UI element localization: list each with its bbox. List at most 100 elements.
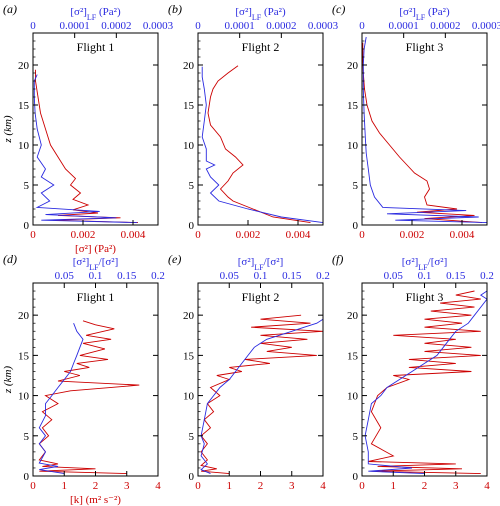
plot-frame xyxy=(197,32,324,226)
panel-label: (f) xyxy=(332,252,343,266)
y-tick-label: 10 xyxy=(347,140,359,152)
x-tick-label-top: 0.1 xyxy=(89,270,103,282)
y-tick-label: 5 xyxy=(24,431,30,443)
x-axis-title-top: [σ²]LF/[σ²] xyxy=(73,256,119,272)
x-tick-label-bottom: 0 xyxy=(195,480,201,492)
y-tick-label: 20 xyxy=(183,60,195,72)
y-tick-label: 20 xyxy=(183,310,195,322)
y-tick-label: 20 xyxy=(347,310,359,322)
x-axis-title-bottom: [σ²] (Pa²) xyxy=(75,243,116,255)
series-line-blue xyxy=(200,318,323,475)
x-axis-title-top: [σ²]LF/[σ²] xyxy=(238,256,284,272)
y-tick-label: 10 xyxy=(347,391,359,403)
x-tick-label-top: 0.15 xyxy=(282,270,302,282)
x-tick-label-top: 0.15 xyxy=(117,270,137,282)
series-line-blue xyxy=(33,74,138,224)
series-line-blue xyxy=(38,323,84,475)
x-axis-title-top: [σ²]LF (Pa²) xyxy=(235,6,286,22)
panel-title: Flight 2 xyxy=(242,290,280,304)
x-tick-label-top: 0.0001 xyxy=(225,20,255,32)
x-tick-label-top: 0 xyxy=(195,20,201,32)
x-axis-title-top: [σ²]LF/[σ²] xyxy=(402,256,448,272)
y-tick-label: 15 xyxy=(183,100,195,112)
y-tick-label: 10 xyxy=(18,391,30,403)
y-tick-label: 0 xyxy=(353,471,359,483)
x-tick-label-top: 0.0002 xyxy=(266,20,296,32)
x-tick-label-top: 0.15 xyxy=(446,270,466,282)
series-line-red xyxy=(35,69,139,224)
chart-panel-a: 0 5 10 15 20 0 0.002 0.004 0 0.0001 0.0002 0.0003 [σ… xyxy=(2,2,174,255)
panel-label: (a) xyxy=(3,2,17,16)
series-line-blue xyxy=(362,36,487,224)
x-tick-label-top: 0.0002 xyxy=(430,20,460,32)
x-tick-label-top: 0.05 xyxy=(55,270,75,282)
series-line-blue xyxy=(364,290,487,475)
x-tick-label-bottom: 0 xyxy=(195,229,201,241)
x-tick-label-bottom: 3 xyxy=(289,480,295,492)
series-line-red xyxy=(368,290,481,475)
x-tick-label-bottom: 3 xyxy=(453,480,459,492)
x-tick-label-top: 0.2 xyxy=(480,270,494,282)
series-line-red xyxy=(207,65,311,224)
x-tick-label-bottom: 1 xyxy=(62,480,68,492)
plot-frame xyxy=(32,282,159,477)
y-tick-label: 15 xyxy=(18,350,30,362)
x-tick-label-bottom: 4 xyxy=(484,480,490,492)
x-tick-label-top: 0.05 xyxy=(384,270,404,282)
y-tick-label: 10 xyxy=(183,391,195,403)
y-tick-label: 15 xyxy=(183,350,195,362)
y-axis-title: z (km) xyxy=(2,115,14,144)
y-tick-label: 20 xyxy=(347,60,359,72)
panel-title: Flight 1 xyxy=(77,40,115,54)
x-tick-label-bottom: 0 xyxy=(30,229,36,241)
chart-panel-d: 0 5 10 15 20 0 1 2 3 4 0.05 0.1 0.15 0.2 [σ²]LF/[σ²] [k… xyxy=(2,252,165,506)
x-tick-label-bottom: 0.002 xyxy=(400,229,425,241)
x-tick-label-top: 0.0001 xyxy=(60,20,90,32)
x-tick-label-bottom: 3 xyxy=(124,480,130,492)
x-tick-label-bottom: 4 xyxy=(320,480,326,492)
chart-panel-c: 0 5 10 15 20 0 0.002 0.004 0 0.0001 0.0002 0.0003 [σ… xyxy=(332,2,500,241)
y-tick-label: 20 xyxy=(18,310,30,322)
x-tick-label-bottom: 0.002 xyxy=(236,229,261,241)
x-axis-title-top: [σ²]LF (Pa²) xyxy=(70,6,121,22)
y-tick-label: 15 xyxy=(347,350,359,362)
x-axis-title-bottom: [k] (m² s⁻²) xyxy=(70,494,121,506)
plot-frame xyxy=(361,282,488,477)
x-tick-label-bottom: 0 xyxy=(359,229,365,241)
series-line-blue xyxy=(201,66,323,224)
x-tick-label-bottom: 0.002 xyxy=(71,229,96,241)
x-tick-label-bottom: 2 xyxy=(422,480,428,492)
x-tick-label-top: 0.1 xyxy=(418,270,432,282)
x-tick-label-bottom: 2 xyxy=(258,480,264,492)
y-tick-label: 10 xyxy=(183,140,195,152)
panel-title: Flight 1 xyxy=(77,290,115,304)
x-tick-label-bottom: 1 xyxy=(391,480,397,492)
panel-title: Flight 3 xyxy=(406,290,444,304)
chart-panel-b: 0 5 10 15 20 0 0.002 0.004 0 0.0001 0.0002 0.0003 [σ… xyxy=(168,2,339,241)
x-tick-label-bottom: 0.004 xyxy=(450,229,475,241)
y-tick-label: 5 xyxy=(189,431,195,443)
y-tick-label: 5 xyxy=(353,431,359,443)
x-tick-label-top: 0.0003 xyxy=(308,20,339,32)
x-tick-label-top: 0.1 xyxy=(254,270,268,282)
series-line-red xyxy=(200,314,323,475)
x-tick-label-bottom: 1 xyxy=(227,480,233,492)
panel-label: (b) xyxy=(168,2,182,16)
panel-label: (d) xyxy=(3,252,17,266)
plot-frame xyxy=(32,32,159,226)
x-tick-label-bottom: 2 xyxy=(93,480,99,492)
series-line-red xyxy=(38,320,140,475)
x-tick-label-top: 0 xyxy=(359,20,365,32)
y-tick-label: 0 xyxy=(24,471,30,483)
y-tick-label: 5 xyxy=(24,180,30,192)
x-tick-label-top: 0.0002 xyxy=(101,20,131,32)
y-tick-label: 5 xyxy=(353,180,359,192)
x-tick-label-top: 0.05 xyxy=(220,270,240,282)
y-tick-label: 15 xyxy=(347,100,359,112)
x-tick-label-top: 0 xyxy=(30,20,36,32)
x-tick-label-bottom: 0.004 xyxy=(286,229,311,241)
y-tick-label: 10 xyxy=(18,140,30,152)
chart-panel-f: 0 5 10 15 20 0 1 2 3 4 0.05 0.1 0.15 0.2 [σ²]LF/[σ²] (f… xyxy=(332,252,494,492)
x-tick-label-top: 0.0001 xyxy=(389,20,419,32)
